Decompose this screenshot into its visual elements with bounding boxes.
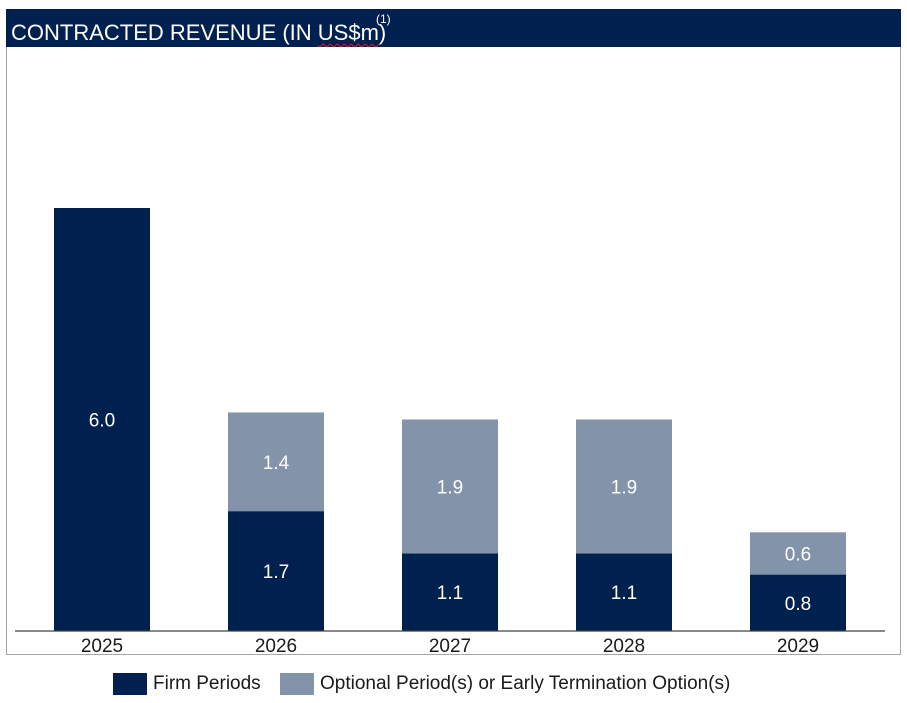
x-tick-label-2028: 2028 bbox=[603, 636, 645, 657]
bar-firm-2025 bbox=[54, 208, 150, 631]
data-label-firm-2025: 6.0 bbox=[89, 411, 115, 432]
data-label-optional-2026: 1.4 bbox=[263, 453, 290, 474]
chart-title-bar: CONTRACTED REVENUE (IN US$m) (1) bbox=[6, 9, 901, 47]
bar-optional-2029 bbox=[750, 532, 846, 575]
data-label-firm-2029: 0.8 bbox=[785, 594, 811, 615]
data-label-optional-2028: 1.9 bbox=[611, 477, 637, 498]
bar-firm-2026 bbox=[228, 511, 324, 631]
data-label-firm-2028: 1.1 bbox=[611, 583, 637, 604]
chart-title-close: ) bbox=[378, 20, 387, 45]
legend: Firm Periods Optional Period(s) or Early… bbox=[113, 673, 744, 699]
chart-title-unit: US$m bbox=[317, 20, 379, 45]
legend-swatch-firm bbox=[113, 673, 147, 695]
data-label-optional-2027: 1.9 bbox=[437, 477, 463, 498]
bar-firm-2028 bbox=[576, 553, 672, 631]
legend-item-firm: Firm Periods bbox=[113, 673, 261, 695]
x-tick-label-2025: 2025 bbox=[81, 636, 123, 657]
bar-optional-2027 bbox=[402, 419, 498, 554]
legend-swatch-optional bbox=[279, 673, 314, 695]
data-label-optional-2029: 0.6 bbox=[785, 544, 811, 565]
bar-firm-2029 bbox=[750, 574, 846, 631]
bar-optional-2028 bbox=[576, 419, 672, 554]
x-tick-label-2026: 2026 bbox=[255, 636, 297, 657]
legend-item-optional: Optional Period(s) or Early Termination … bbox=[279, 673, 731, 695]
data-label-firm-2027: 1.1 bbox=[437, 583, 463, 604]
x-tick-label-2029: 2029 bbox=[777, 636, 819, 657]
legend-label-firm: Firm Periods bbox=[153, 673, 261, 694]
bar-optional-2026 bbox=[228, 412, 324, 512]
chart-title-footnote: (1) bbox=[376, 12, 391, 26]
bar-firm-2027 bbox=[402, 553, 498, 631]
legend-label-optional: Optional Period(s) or Early Termination … bbox=[319, 673, 731, 694]
chart-title-main: CONTRACTED REVENUE (IN bbox=[11, 20, 318, 45]
chart-title: CONTRACTED REVENUE (IN US$m) bbox=[11, 20, 386, 46]
x-tick-label-2027: 2027 bbox=[429, 636, 471, 657]
data-label-firm-2026: 1.7 bbox=[263, 562, 289, 583]
